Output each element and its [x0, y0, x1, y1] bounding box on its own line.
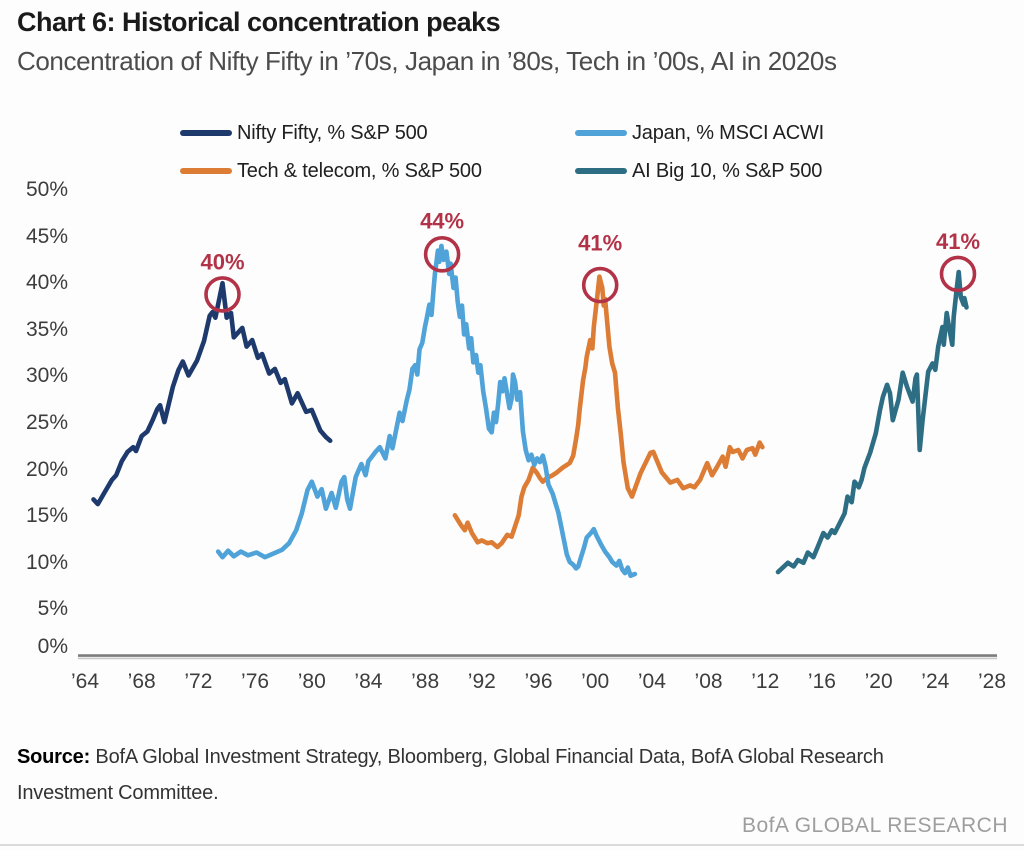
peak-circle	[204, 276, 241, 313]
peak-value-label: 41%	[936, 229, 980, 254]
x-axis-tick-label: ’88	[411, 670, 440, 693]
peak-circle	[939, 255, 977, 293]
y-axis-tick-label: 5%	[37, 597, 68, 621]
peak-value-label: 40%	[200, 249, 244, 274]
y-axis-tick-label: 0%	[37, 635, 68, 658]
y-axis-tick-label: 45%	[25, 224, 68, 248]
source-note-line2: Investment Committee.	[17, 782, 219, 804]
y-axis-tick-label: 40%	[25, 271, 68, 295]
x-axis-tick-label: ’20	[864, 670, 893, 693]
series-line-japan	[215, 243, 638, 579]
source-text: BofA Global Investment Strategy, Bloombe…	[90, 746, 884, 768]
legend-label: Tech & telecom, % S&P 500	[237, 159, 482, 182]
legend-item-tech-telecom: Tech & telecom, % S&P 500	[180, 158, 482, 184]
x-axis-tick-label: ’84	[354, 670, 383, 693]
peak-circle	[581, 266, 619, 304]
legend-line-swatch-icon	[180, 167, 232, 175]
series-line-ai-big-10	[775, 269, 969, 575]
y-axis-tick-label: 20%	[25, 457, 68, 481]
legend-line-swatch-icon	[180, 129, 232, 137]
x-axis-tick-label: ’28	[977, 670, 1007, 693]
chart-title: Chart 6: Historical concentration peaks	[17, 7, 501, 37]
peak-value-label: 41%	[578, 231, 622, 256]
source-label: Source:	[17, 746, 91, 768]
x-axis-tick-label: ’92	[467, 670, 496, 693]
y-axis-tick-label: 30%	[25, 364, 68, 388]
y-axis-tick-label: 35%	[25, 317, 68, 341]
y-axis-tick-label: 15%	[25, 504, 68, 528]
x-axis-tick-label: ’08	[694, 670, 723, 693]
bottom-divider	[0, 844, 1024, 846]
legend-item-nifty-fifty: Nifty Fifty, % S&P 500	[180, 120, 428, 146]
legend-label: Japan, % MSCI ACWI	[632, 121, 825, 144]
brand-mark: BofA GLOBAL RESEARCH	[742, 814, 1008, 837]
legend-line-swatch-icon	[575, 167, 627, 175]
x-axis-tick-label: ’00	[581, 670, 610, 693]
legend-item-ai-big-10: AI Big 10, % S&P 500	[575, 158, 822, 184]
x-axis-tick-label: ’76	[241, 670, 270, 693]
y-axis-tick-label: 10%	[25, 550, 68, 574]
legend-item-japan: Japan, % MSCI ACWI	[575, 120, 824, 146]
x-axis-tick-label: ’64	[70, 670, 100, 693]
legend-label: AI Big 10, % S&P 500	[632, 159, 823, 182]
legend-line-swatch-icon	[575, 129, 627, 137]
x-axis-tick-label: ’80	[297, 670, 326, 693]
legend-label: Nifty Fifty, % S&P 500	[237, 121, 428, 144]
x-axis-tick-label: ’24	[921, 670, 950, 693]
x-axis-tick-label: ’68	[127, 670, 156, 693]
x-axis-tick-label: ’16	[807, 670, 836, 693]
peak-circle	[423, 236, 461, 273]
series-line-nifty-fifty	[91, 280, 333, 507]
chart-subtitle: Concentration of Nifty Fifty in ’70s, Ja…	[17, 46, 837, 76]
x-axis-tick-label: ’72	[184, 670, 213, 693]
x-axis-tick-label: ’04	[637, 670, 666, 693]
y-axis-tick-label: 25%	[25, 411, 68, 434]
peak-value-label: 44%	[420, 208, 464, 233]
source-note-line1: Source: BofA Global Investment Strategy,…	[17, 746, 884, 769]
x-axis-tick-label: ’96	[524, 670, 553, 693]
x-axis-tick-label: ’12	[751, 670, 780, 693]
series-line-tech-telecom	[452, 274, 765, 550]
y-axis-tick-label: 50%	[25, 178, 68, 201]
